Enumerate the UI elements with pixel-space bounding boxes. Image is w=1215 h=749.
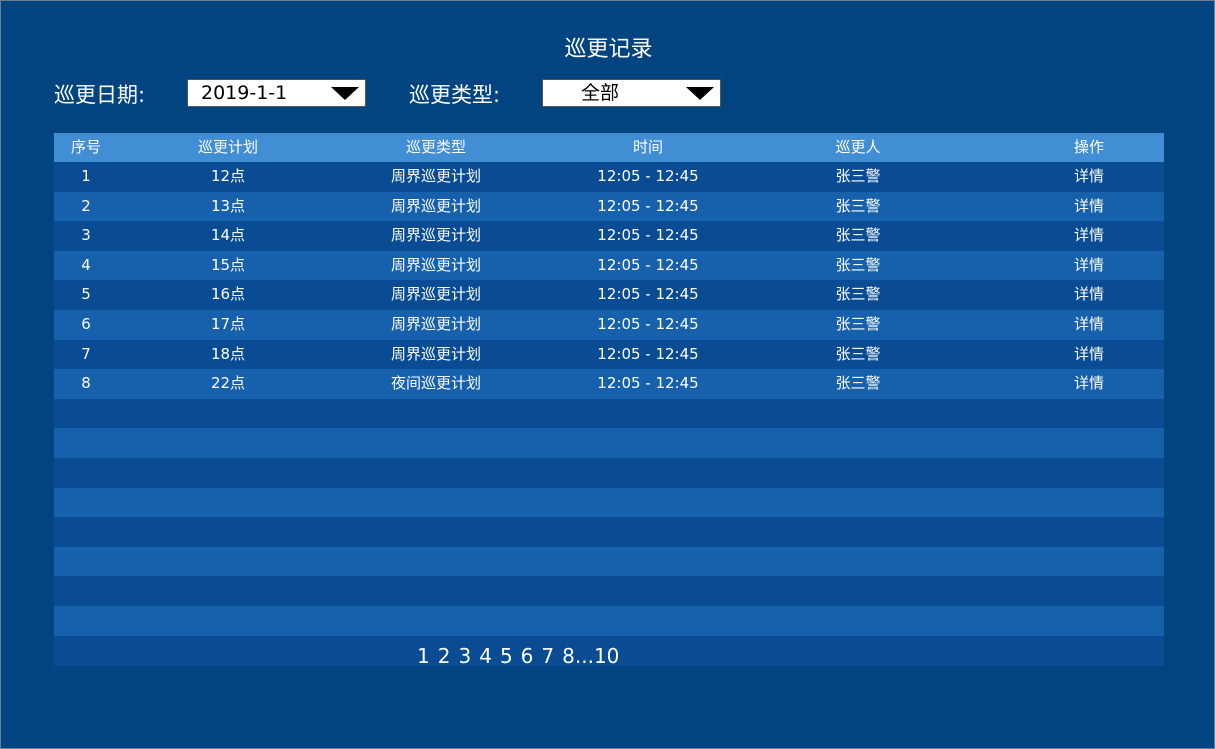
cell-col-plan: 14点	[210, 226, 246, 245]
table-row: 5 16点 周界巡更计划 12:05 - 12:45 张三警 详情	[54, 280, 1164, 309]
page-link[interactable]: 6	[520, 644, 534, 668]
cell-col-type: 夜间巡更计划	[390, 374, 481, 393]
page-link[interactable]: 5	[499, 644, 513, 668]
type-select[interactable]: 全部	[542, 79, 721, 107]
cell-col-plan: 15点	[210, 255, 246, 274]
page-link[interactable]: 3	[458, 644, 472, 668]
cell-col-person: 张三警	[835, 196, 881, 215]
cell-col-person: 张三警	[835, 344, 881, 363]
cell-col-index: 2	[81, 196, 91, 215]
row-stripe	[54, 280, 1164, 311]
row-stripe	[54, 398, 1164, 429]
row-stripe	[54, 576, 1164, 607]
cell-col-time: 12:05 - 12:45	[597, 315, 699, 333]
cell-col-index: 8	[81, 374, 91, 393]
row-stripe	[54, 458, 1164, 488]
row-stripe	[54, 546, 1164, 577]
cell-col-plan: 13点	[210, 196, 246, 215]
dropdown-arrow-icon	[686, 87, 714, 100]
cell-col-time: 12:05 - 12:45	[597, 344, 699, 363]
row-stripe	[54, 517, 1164, 548]
cell-col-time: 12:05 - 12:45	[597, 167, 699, 185]
pagination: 1 2 3 4 5 6 7 8...10	[417, 644, 627, 668]
cell-col-plan: 22点	[210, 374, 246, 393]
row-stripe	[54, 310, 1164, 340]
row-stripe	[54, 606, 1164, 636]
row-stripe	[54, 428, 1164, 459]
table-row: 4 15点 周界巡更计划 12:05 - 12:45 张三警 详情	[54, 251, 1164, 280]
cell-col-time: 12:05 - 12:45	[597, 255, 699, 274]
row-stripe	[54, 191, 1164, 222]
row-stripe	[54, 369, 1164, 400]
date-label: 巡更日期:	[54, 83, 146, 107]
header-col-person: 巡更人	[835, 138, 881, 156]
page-link[interactable]: 7	[541, 644, 555, 668]
cell-col-time: 12:05 - 12:45	[597, 285, 699, 304]
page-title: 巡更记录	[564, 37, 653, 62]
cell-col-index: 6	[81, 315, 91, 333]
header-col-index: 序号	[70, 138, 101, 156]
date-select[interactable]: 2019-1-1	[187, 79, 366, 107]
table-row: 8 22点 夜间巡更计划 12:05 - 12:45 张三警 详情	[54, 369, 1164, 398]
date-value: 2019-1-1	[201, 82, 288, 104]
cell-col-type: 周界巡更计划	[390, 196, 481, 215]
cell-col-person: 张三警	[835, 285, 881, 304]
cell-col-index: 4	[81, 255, 91, 274]
table-row: 1 12点 周界巡更计划 12:05 - 12:45 张三警 详情	[54, 162, 1164, 191]
header-col-action: 操作	[1073, 138, 1104, 156]
cell-col-type: 周界巡更计划	[390, 344, 481, 363]
detail-link[interactable]: 详情	[1073, 255, 1104, 274]
detail-link[interactable]: 详情	[1073, 315, 1104, 333]
cell-col-plan: 17点	[210, 315, 246, 333]
page-link[interactable]: 2	[437, 644, 451, 668]
cell-col-time: 12:05 - 12:45	[597, 226, 699, 245]
type-value: 全部	[581, 82, 620, 104]
cell-col-type: 周界巡更计划	[390, 315, 481, 333]
cell-col-person: 张三警	[835, 374, 881, 393]
cell-col-type: 周界巡更计划	[390, 285, 481, 304]
page-link[interactable]: 1	[417, 644, 430, 668]
patrol-table: 序号 巡更计划 巡更类型 时间 巡更人 操作 1 12点 周界巡更计划 12:05 - 12:45…	[54, 133, 1164, 666]
header-col-plan: 巡更计划	[197, 138, 258, 156]
detail-link[interactable]: 详情	[1073, 196, 1104, 215]
cell-col-person: 张三警	[835, 315, 881, 333]
table-row: 2 13点 周界巡更计划 12:05 - 12:45 张三警 详情	[54, 192, 1164, 221]
table-row: 6 17点 周界巡更计划 12:05 - 12:45 张三警 详情	[54, 310, 1164, 339]
table-row: 7 18点 周界巡更计划 12:05 - 12:45 张三警 详情	[54, 340, 1164, 369]
row-stripe	[54, 487, 1164, 518]
table-header: 序号 巡更计划 巡更类型 时间 巡更人 操作	[54, 133, 1164, 162]
cell-col-person: 张三警	[835, 226, 881, 245]
detail-link[interactable]: 详情	[1073, 374, 1104, 393]
cell-col-person: 张三警	[835, 167, 881, 185]
header-col-type: 巡更类型	[405, 138, 466, 156]
cell-col-person: 张三警	[835, 255, 881, 274]
row-stripe	[54, 635, 1164, 666]
detail-link[interactable]: 详情	[1073, 226, 1104, 245]
row-stripe	[54, 339, 1164, 370]
cell-col-index: 1	[81, 167, 91, 185]
detail-link[interactable]: 详情	[1073, 285, 1104, 304]
cell-col-time: 12:05 - 12:45	[597, 374, 699, 393]
cell-col-time: 12:05 - 12:45	[597, 196, 699, 215]
table-row: 3 14点 周界巡更计划 12:05 - 12:45 张三警 详情	[54, 221, 1164, 250]
row-stripe	[54, 162, 1164, 192]
dropdown-arrow-icon	[331, 87, 359, 100]
cell-col-plan: 12点	[210, 167, 246, 185]
cell-col-index: 3	[81, 226, 91, 245]
detail-link[interactable]: 详情	[1073, 344, 1104, 363]
page-link[interactable]: 8...10	[562, 644, 620, 668]
detail-link[interactable]: 详情	[1073, 167, 1104, 185]
cell-col-type: 周界巡更计划	[390, 255, 481, 274]
cell-col-type: 周界巡更计划	[390, 226, 481, 245]
header-col-time: 时间	[632, 138, 663, 156]
row-stripe	[54, 250, 1164, 281]
cell-col-plan: 18点	[210, 344, 246, 363]
cell-col-index: 5	[81, 285, 91, 304]
cell-col-type: 周界巡更计划	[390, 167, 481, 185]
cell-col-plan: 16点	[210, 285, 246, 304]
row-stripe	[54, 221, 1164, 252]
type-label: 巡更类型:	[409, 83, 501, 107]
cell-col-index: 7	[81, 344, 91, 363]
page-link[interactable]: 4	[479, 644, 492, 668]
